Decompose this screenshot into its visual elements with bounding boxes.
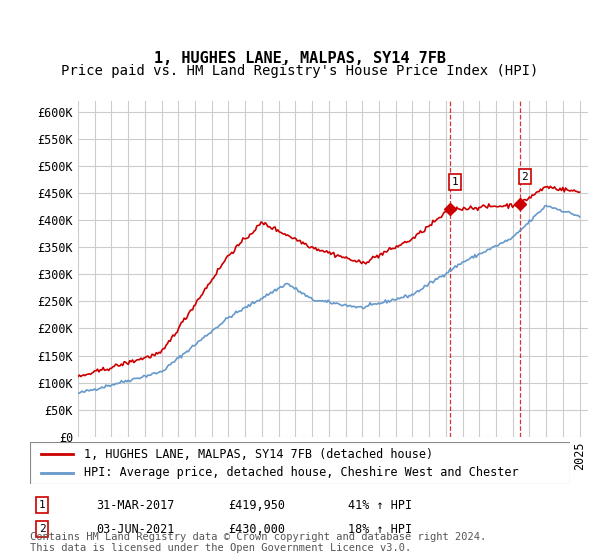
Text: 1: 1 — [38, 500, 46, 510]
Text: Contains HM Land Registry data © Crown copyright and database right 2024.
This d: Contains HM Land Registry data © Crown c… — [30, 531, 486, 553]
Text: 18% ↑ HPI: 18% ↑ HPI — [348, 522, 412, 536]
Text: 1, HUGHES LANE, MALPAS, SY14 7FB (detached house): 1, HUGHES LANE, MALPAS, SY14 7FB (detach… — [84, 447, 433, 461]
Text: £419,950: £419,950 — [228, 498, 285, 512]
Text: HPI: Average price, detached house, Cheshire West and Chester: HPI: Average price, detached house, Ches… — [84, 466, 518, 479]
Text: 31-MAR-2017: 31-MAR-2017 — [96, 498, 175, 512]
Text: 1, HUGHES LANE, MALPAS, SY14 7FB: 1, HUGHES LANE, MALPAS, SY14 7FB — [154, 52, 446, 66]
Text: Price paid vs. HM Land Registry's House Price Index (HPI): Price paid vs. HM Land Registry's House … — [61, 64, 539, 78]
Text: 2: 2 — [521, 172, 528, 181]
Text: £430,000: £430,000 — [228, 522, 285, 536]
Text: 41% ↑ HPI: 41% ↑ HPI — [348, 498, 412, 512]
FancyBboxPatch shape — [30, 442, 570, 484]
Text: 1: 1 — [452, 177, 458, 187]
Text: 2: 2 — [38, 524, 46, 534]
Text: 03-JUN-2021: 03-JUN-2021 — [96, 522, 175, 536]
